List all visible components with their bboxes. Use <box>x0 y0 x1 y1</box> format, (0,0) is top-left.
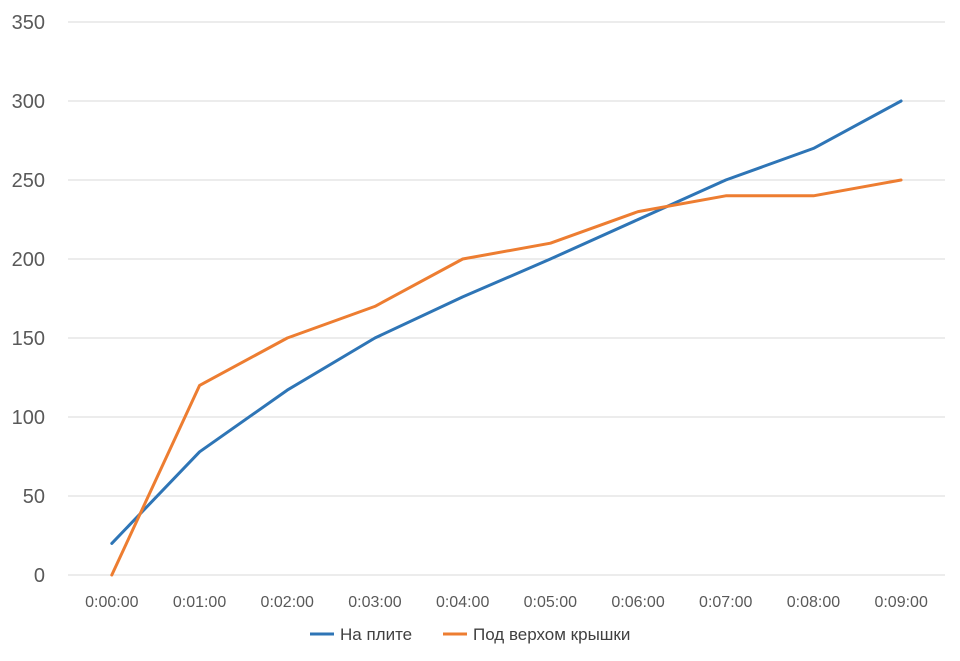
x-tick-label: 0:07:00 <box>699 594 752 611</box>
y-axis-ticks: 0 50 100 150 200 250 300 350 <box>12 12 45 587</box>
y-tick-label: 0 <box>34 565 45 587</box>
x-tick-label: 0:02:00 <box>261 594 314 611</box>
y-tick-label: 300 <box>12 91 45 113</box>
legend-label: Под верхом крышки <box>473 625 630 644</box>
x-tick-label: 0:06:00 <box>611 594 664 611</box>
y-tick-label: 50 <box>23 486 45 508</box>
y-tick-label: 250 <box>12 170 45 192</box>
x-tick-label: 0:00:00 <box>85 594 138 611</box>
y-tick-label: 100 <box>12 407 45 429</box>
y-tick-label: 350 <box>12 12 45 34</box>
x-tick-label: 0:05:00 <box>524 594 577 611</box>
x-axis-ticks: 0:00:00 0:01:00 0:02:00 0:03:00 0:04:00 0:05:… <box>85 594 928 611</box>
x-tick-label: 0:01:00 <box>173 594 226 611</box>
legend-label: На плите <box>340 625 412 644</box>
series-lines <box>110 99 903 577</box>
legend: На плите Под верхом крышки <box>310 625 630 644</box>
y-tick-label: 150 <box>12 328 45 350</box>
x-tick-label: 0:03:00 <box>348 594 401 611</box>
series-line-2 <box>110 178 903 577</box>
series-line-1 <box>110 99 903 545</box>
x-tick-label: 0:04:00 <box>436 594 489 611</box>
x-tick-label: 0:08:00 <box>787 594 840 611</box>
y-tick-label: 200 <box>12 249 45 271</box>
gridlines <box>68 21 945 576</box>
x-tick-label: 0:09:00 <box>874 594 927 611</box>
